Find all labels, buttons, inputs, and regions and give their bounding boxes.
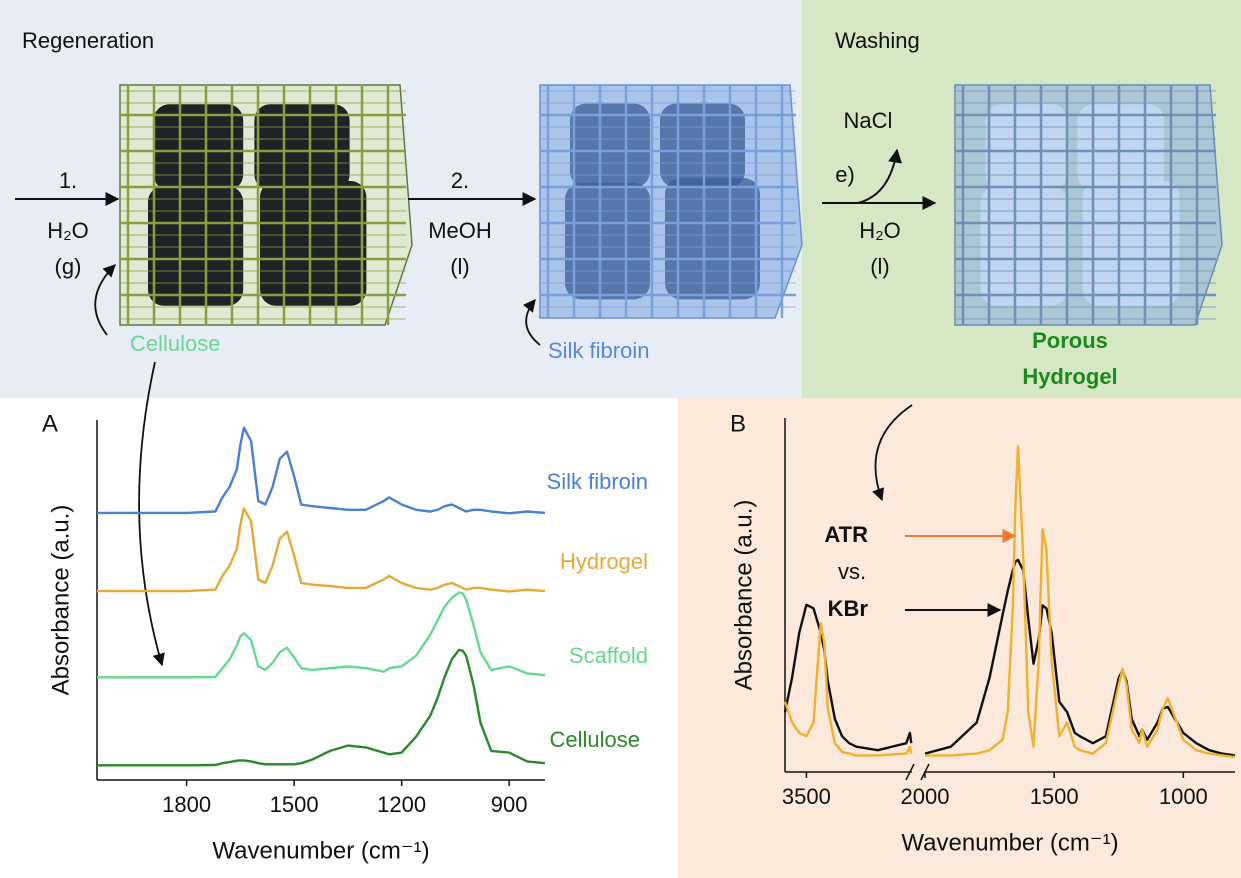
series-label: Cellulose: [550, 727, 641, 752]
byproduct: NaCl: [844, 108, 893, 133]
x-tick-label: 900: [491, 792, 528, 817]
y-axis-label: Absorbance (a.u.): [730, 500, 757, 691]
x-axis-label: Wavenumber (cm⁻¹): [212, 837, 429, 864]
x-tick-label: 3500: [782, 784, 831, 809]
material-label: Cellulose: [130, 331, 221, 356]
pore: [565, 183, 650, 299]
pore: [986, 104, 1068, 190]
pore: [1083, 181, 1180, 306]
step-number: e): [835, 162, 855, 187]
x-tick-label: 1800: [162, 792, 211, 817]
step-number: 1.: [59, 168, 77, 193]
step-phase: (l): [870, 254, 890, 279]
material-blocks: [120, 85, 1222, 325]
step-reagent: H₂O: [47, 218, 89, 243]
panel-label: B: [730, 410, 746, 437]
x-tick-label: 1200: [377, 792, 426, 817]
spectrum-line: [97, 650, 545, 765]
material-block: [955, 85, 1222, 325]
series-label: KBr: [828, 596, 869, 621]
material-label: Porous: [1032, 328, 1108, 353]
spectrum-line: [97, 428, 545, 514]
step-phase: (l): [450, 254, 470, 279]
material-block: [540, 85, 802, 318]
pore: [154, 104, 244, 190]
spectrum-line: [97, 508, 545, 591]
spectrum-line: [97, 593, 545, 678]
panel-b-background: [678, 398, 1241, 878]
comparison-label: vs.: [838, 559, 866, 584]
x-tick-label: 2000: [901, 784, 950, 809]
series-label: ATR: [824, 522, 868, 547]
pore: [260, 181, 366, 306]
material-label: Hydrogel: [1022, 364, 1117, 389]
x-axis-label: Wavenumber (cm⁻¹): [901, 829, 1118, 856]
series-label: Hydrogel: [560, 549, 648, 574]
pore: [148, 186, 243, 306]
panel-label: A: [42, 410, 58, 437]
page: {"diagram": { "sections": ["Regeneration…: [0, 0, 1241, 878]
series-label: Silk fibroin: [547, 469, 648, 494]
x-tick-label: 1500: [270, 792, 319, 817]
material-label: Silk fibroin: [548, 338, 649, 363]
material-block: [120, 85, 412, 325]
step-phase: (g): [55, 254, 82, 279]
section-title: Regeneration: [22, 28, 154, 53]
pore: [1077, 104, 1164, 190]
pore: [981, 186, 1068, 306]
step-number: 2.: [451, 168, 469, 193]
step-reagent: MeOH: [428, 218, 492, 243]
x-tick-label: 1500: [1030, 784, 1079, 809]
step-reagent: H₂O: [859, 218, 901, 243]
series-label: Scaffold: [569, 643, 648, 668]
section-title: Washing: [835, 28, 920, 53]
y-axis-label: Absorbance (a.u.): [47, 505, 74, 696]
figure: Regeneration Washing 1. H₂O (g) 2. MeOH …: [0, 0, 1241, 878]
x-tick-label: 1000: [1159, 784, 1208, 809]
